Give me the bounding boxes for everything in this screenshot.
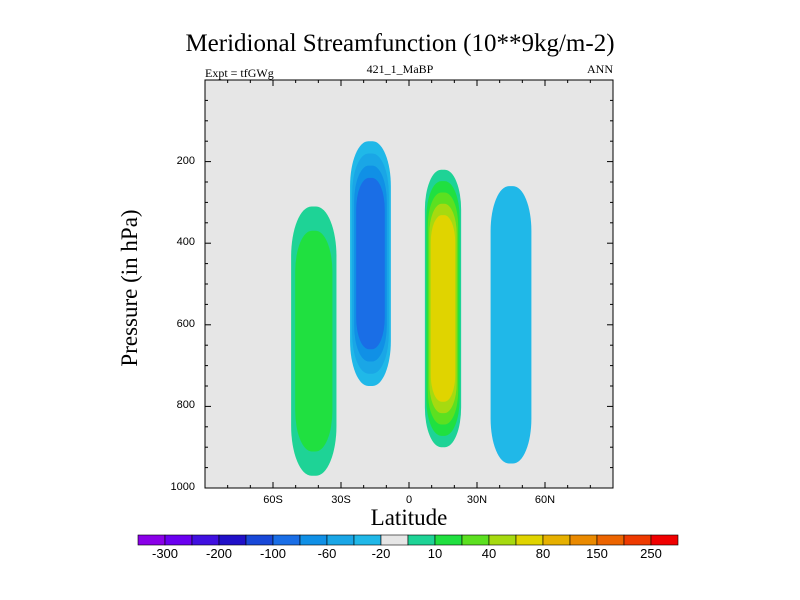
colorbar-swatch — [623, 534, 652, 546]
season-label: ANN — [587, 62, 613, 76]
southern-polar-weak-cell — [291, 206, 337, 476]
colorbar-label: -100 — [259, 546, 287, 561]
colorbar-swatch — [488, 534, 517, 546]
y-tick-label: 600 — [176, 317, 195, 330]
x-axis-label: Latitude — [370, 505, 448, 530]
colorbar-label: -200 — [205, 546, 233, 561]
colorbar-swatch — [218, 534, 247, 546]
colorbar-swatch — [461, 534, 490, 546]
colorbar-swatch — [434, 534, 463, 546]
colorbar-swatch — [245, 534, 274, 546]
x-tick-label: 60S — [263, 494, 283, 506]
colorbar-label: -60 — [317, 546, 337, 561]
colorbar-swatch — [407, 534, 436, 546]
colorbar-label: -300 — [151, 546, 179, 561]
x-tick-label: 60N — [534, 494, 556, 506]
colorbar-label: 150 — [586, 546, 608, 561]
experiment-label: Expt = tfGWg — [205, 66, 274, 80]
colorbar-swatch — [569, 534, 598, 546]
y-tick-label: 800 — [176, 399, 195, 412]
contour-level — [295, 230, 333, 452]
contour-regions — [291, 141, 532, 476]
axis-ticks — [205, 80, 613, 489]
x-tick-label: 0 — [405, 494, 413, 506]
contour-level — [490, 186, 532, 464]
colorbar-swatch — [326, 534, 355, 546]
colorbar-swatch — [650, 534, 679, 546]
colorbar-label: 80 — [535, 546, 551, 561]
colorbar-swatch — [353, 534, 382, 546]
contour-level — [356, 177, 385, 350]
northern-ferrel-cell — [490, 186, 532, 464]
colorbar-swatch — [299, 534, 328, 546]
plot-background — [205, 80, 613, 488]
contour-level — [430, 215, 456, 402]
y-tick-label: 400 — [176, 236, 195, 249]
colorbar-swatch — [137, 534, 166, 546]
y-tick-label: 200 — [176, 154, 195, 167]
northern-hadley-cell — [424, 169, 462, 448]
x-tick-label: 30N — [466, 494, 488, 506]
chart-subtitle: 421_1_MaBP — [366, 62, 434, 76]
colorbar-swatch — [515, 534, 544, 546]
colorbar-swatch — [191, 534, 220, 546]
colorbar-swatch — [164, 534, 193, 546]
colorbar-label: -20 — [371, 546, 391, 561]
colorbar-label: 250 — [640, 546, 662, 561]
colorbar-swatch — [380, 534, 409, 546]
colorbar-label: 40 — [481, 546, 497, 561]
colorbar-swatch — [596, 534, 625, 546]
colorbar-label: 10 — [427, 546, 443, 561]
y-tick-label: 1000 — [170, 481, 195, 493]
x-tick-label: 30S — [331, 494, 351, 506]
y-axis-label: Pressure (in hPa) — [117, 209, 142, 367]
chart-title: Meridional Streamfunction (10**9kg/m-2) — [185, 30, 615, 57]
colorbar-swatch — [272, 534, 301, 546]
colorbar-swatch — [542, 534, 571, 546]
colorbar — [137, 534, 679, 546]
southern-hadley-cell — [350, 141, 391, 386]
